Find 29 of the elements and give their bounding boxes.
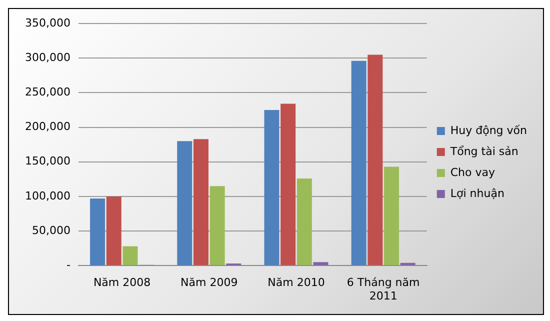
bar — [122, 246, 138, 266]
y-tick-label: 350,000 — [24, 16, 70, 30]
y-tick-label: 100,000 — [24, 189, 70, 202]
x-tick-label: 6 Tháng năm 2011 — [346, 276, 420, 302]
y-tick-label: 200,000 — [24, 120, 70, 134]
y-tick-label: - — [66, 258, 71, 272]
bar — [368, 54, 383, 266]
y-tick-label: 50,000 — [32, 224, 70, 237]
legend-label: Lợi nhuận — [450, 186, 504, 200]
legend-label: Huy động vốn — [450, 124, 528, 137]
x-tick-label: Năm 2010 — [268, 276, 325, 290]
bar — [280, 104, 296, 266]
bar — [264, 110, 280, 266]
y-tick-label: 300,000 — [24, 51, 70, 64]
y-tick-label: 250,000 — [24, 86, 70, 99]
bar — [313, 262, 328, 266]
bar — [296, 178, 312, 266]
bar — [177, 141, 192, 266]
bar — [351, 60, 366, 266]
bar — [193, 139, 208, 266]
y-tick-label: 150,000 — [24, 154, 70, 168]
x-tick-label: Năm 2009 — [180, 276, 238, 290]
legend-label: Tổng tài sản — [449, 144, 518, 158]
bar — [106, 196, 122, 266]
bar — [90, 198, 106, 266]
x-tick-label: Năm 2008 — [93, 276, 151, 290]
bar — [384, 166, 400, 266]
legend-label: Cho vay — [450, 166, 496, 179]
bar — [210, 186, 225, 266]
